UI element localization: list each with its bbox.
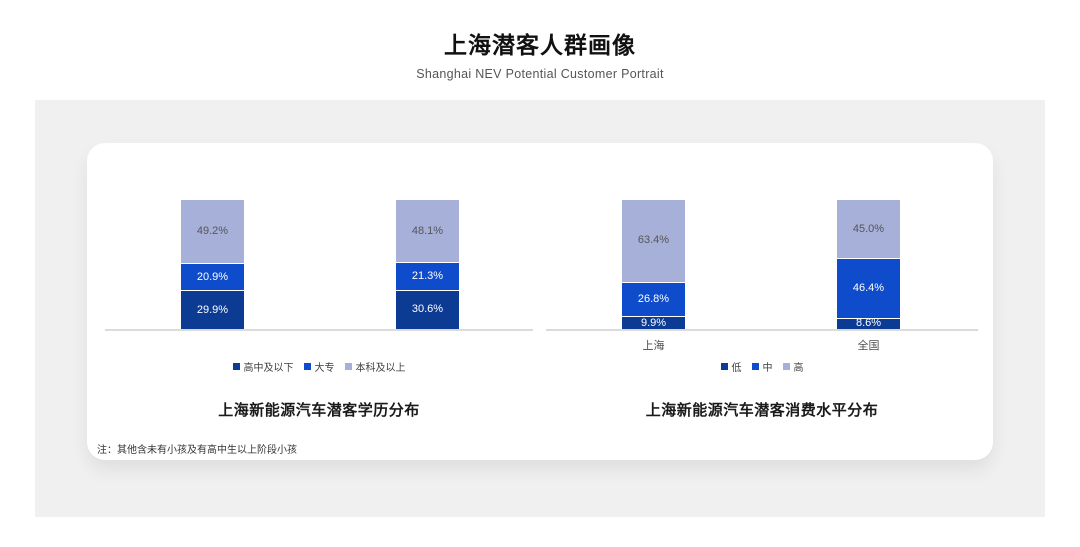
footnote: 注：其他含未有小孩及有高中生以上阶段小孩 [97,445,297,456]
legend-swatch-icon [344,363,352,370]
legend-swatch-icon [720,363,728,370]
bar-segment: 29.9% [181,290,244,329]
legend-item: 高 [782,359,804,374]
background-panel: 49.2% 20.9% 29.9% 48.1% 21.3% 30.6% 高中及以下 大专 本科… [35,100,1045,517]
legend-item: 中 [751,359,773,374]
bar-segment: 30.6% [396,289,459,329]
education-chart-title: 上海新能源汽车潜客学历分布 [218,402,420,419]
x-axis-label: 上海 [642,340,665,352]
legend-label: 高中及以下 [243,363,294,374]
legend-swatch-icon [751,363,759,370]
legend-label: 大专 [314,363,335,374]
stacked-bar: 45.0% 46.4% 8.6% [837,200,900,329]
x-axis-label: 全国 [857,340,880,352]
consumption-chart-legend: 低中高 [546,359,978,374]
consumption-chart-title: 上海新能源汽车潜客消费水平分布 [645,402,879,419]
bar-segment: 8.6% [837,317,900,329]
consumption-chart-plot-area: 63.4% 26.8% 9.9% 45.0% 46.4% 8.6% [546,163,978,331]
bar-segment: 48.1% [396,200,459,263]
education-chart-legend: 高中及以下 大专 本科及以上 [105,359,533,374]
legend-swatch-icon [303,363,311,370]
stacked-bar: 49.2% 20.9% 29.9% [181,200,244,329]
education-distribution-chart: 49.2% 20.9% 29.9% 48.1% 21.3% 30.6% 高中及以下 大专 本科… [105,163,533,443]
legend-item: 高中及以下 [232,359,294,374]
education-chart-category-labels [105,337,533,353]
stacked-bar: 48.1% 21.3% 30.6% [396,200,459,329]
bar-segment: 20.9% [181,263,244,291]
bar-segment: 9.9% [622,316,685,329]
legend-swatch-icon [232,363,240,370]
legend-label: 中 [762,363,773,374]
page-header: 上海潜客人群画像 Shanghai NEV Potential Customer… [0,26,1080,81]
legend-item: 低 [720,359,742,374]
page-title: 上海潜客人群画像 [444,32,636,58]
bar-segment: 63.4% [622,199,685,282]
consumption-chart-category-labels: 上海 全国 [546,337,978,353]
consumption-level-chart: 63.4% 26.8% 9.9% 45.0% 46.4% 8.6% 上海 全国 低 中 高 上海… [546,163,978,443]
legend-item: 大专 [303,359,335,374]
legend-swatch-icon [782,363,790,370]
legend-label: 本科及以上 [355,363,406,374]
stacked-bar: 63.4% 26.8% 9.9% [622,199,685,329]
bar-segment: 26.8% [622,281,685,317]
content-card: 49.2% 20.9% 29.9% 48.1% 21.3% 30.6% 高中及以下 大专 本科… [87,143,993,460]
legend-label: 高 [793,363,804,374]
education-chart-plot-area: 49.2% 20.9% 29.9% 48.1% 21.3% 30.6% [105,163,533,331]
bar-segment: 49.2% [181,200,244,264]
legend-label: 低 [731,363,742,374]
bar-segment: 21.3% [396,262,459,290]
page-subtitle: Shanghai NEV Potential Customer Portrait [416,67,664,81]
legend-item: 本科及以上 [344,359,406,374]
bar-segment: 45.0% [837,200,900,259]
bar-segment: 46.4% [837,258,900,318]
